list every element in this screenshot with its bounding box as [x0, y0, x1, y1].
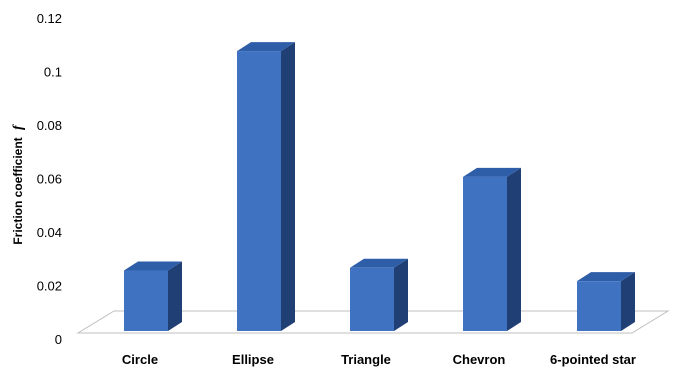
bar-5 — [577, 272, 635, 331]
bar-front — [124, 270, 168, 331]
y-axis-title: Friction coefficient f — [11, 124, 26, 245]
y-tick-label: 0.02 — [37, 279, 62, 294]
category-label: Ellipse — [232, 352, 274, 367]
bar-3 — [350, 258, 408, 331]
bar-1 — [124, 261, 182, 331]
bar-top — [237, 42, 295, 52]
y-tick-label: 0.12 — [37, 11, 62, 26]
bar-4 — [463, 167, 521, 331]
bar-side — [394, 258, 408, 331]
bar-front — [237, 51, 281, 331]
category-label: Triangle — [341, 352, 391, 367]
y-tick-label: 0.04 — [37, 225, 62, 240]
bar-top — [124, 261, 182, 271]
category-labels: Circle Ellipse Triangle Chevron 6-pointed st… — [122, 352, 636, 367]
y-axis-title-text: Friction coefficient — [11, 137, 25, 244]
category-label: 6-pointed star — [550, 352, 636, 367]
bar-front — [350, 267, 394, 331]
bar-top — [350, 258, 408, 268]
bar-front — [463, 176, 507, 331]
bars-group — [124, 42, 635, 331]
bar-front — [577, 281, 621, 331]
bar-side — [507, 167, 521, 331]
y-tick-label: 0 — [55, 332, 62, 347]
y-tick-labels: 0 0.02 0.04 0.06 0.08 0.1 0.12 — [37, 11, 62, 347]
y-tick-label: 0.06 — [37, 172, 62, 187]
y-axis-title-symbol: f — [11, 124, 26, 130]
category-label: Chevron — [453, 352, 506, 367]
y-tick-label: 0.1 — [44, 65, 62, 80]
bar-top — [577, 272, 635, 282]
bar-side — [621, 272, 635, 331]
bar-top — [463, 167, 521, 177]
bar-side — [281, 42, 295, 331]
category-label: Circle — [122, 352, 158, 367]
bar-side — [168, 261, 182, 331]
y-tick-label: 0.08 — [37, 118, 62, 133]
bar-2 — [237, 42, 295, 331]
